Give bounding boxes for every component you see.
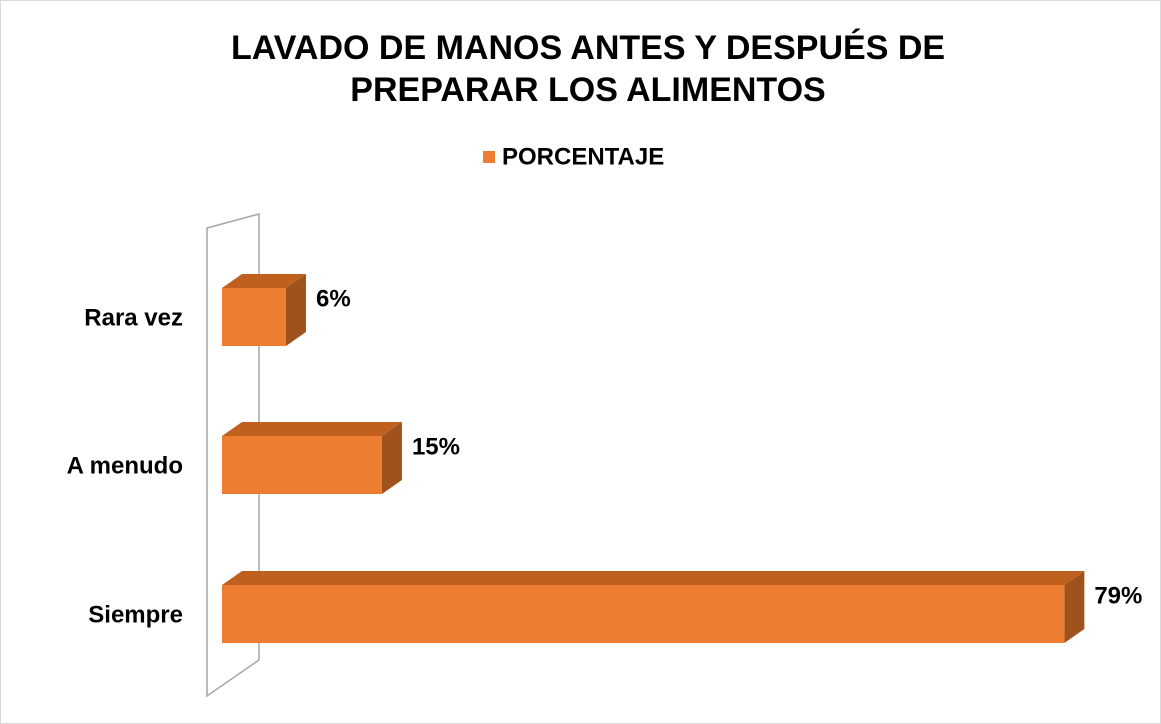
bar-side [285, 274, 306, 346]
bar-side [381, 422, 402, 494]
bar [222, 422, 402, 494]
back-wall [206, 213, 260, 698]
bar-side [1064, 571, 1085, 643]
chart-title: PREPARAR LOS ALIMENTOS [350, 71, 825, 109]
bar [222, 571, 1085, 643]
legend-swatch [483, 151, 495, 163]
data-label: 6% [316, 285, 351, 312]
bar-front [222, 288, 286, 346]
data-label: 15% [412, 433, 460, 460]
bar-top [222, 422, 402, 436]
data-label: 79% [1094, 582, 1142, 609]
y-tick-label: Siempre [88, 601, 183, 628]
bar [222, 274, 306, 346]
y-tick-label: Rara vez [84, 304, 183, 331]
bar-top [222, 274, 306, 288]
bar-front [222, 585, 1065, 643]
legend-label: PORCENTAJE [502, 143, 664, 170]
y-tick-label: A menudo [67, 452, 183, 479]
bar-front [222, 436, 382, 494]
bar-top [222, 571, 1085, 585]
chart-title: LAVADO DE MANOS ANTES Y DESPUÉS DE [231, 29, 945, 67]
